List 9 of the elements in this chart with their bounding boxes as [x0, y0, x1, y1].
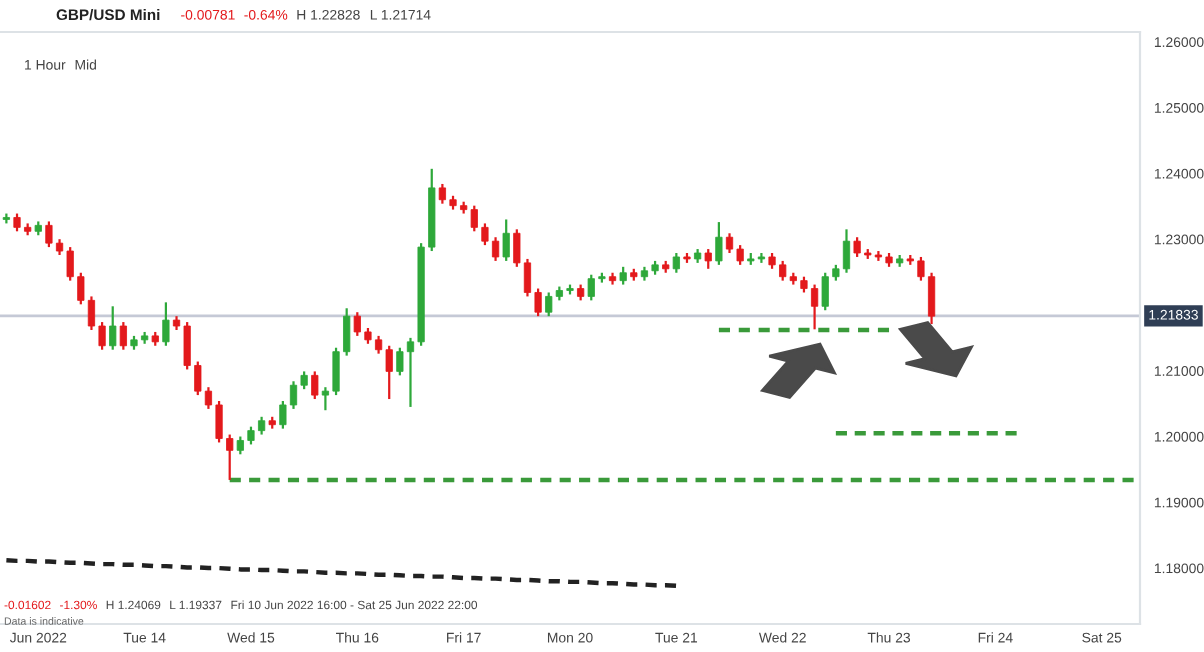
candlestick: [715, 220, 723, 266]
candlestick: [704, 247, 712, 270]
candlestick: [162, 301, 170, 347]
line-series: [4, 557, 679, 589]
candlestick: [109, 305, 117, 351]
candlestick: [502, 218, 510, 263]
candlestick: [311, 370, 319, 401]
candlestick: [672, 251, 680, 274]
candlestick: [119, 320, 127, 351]
